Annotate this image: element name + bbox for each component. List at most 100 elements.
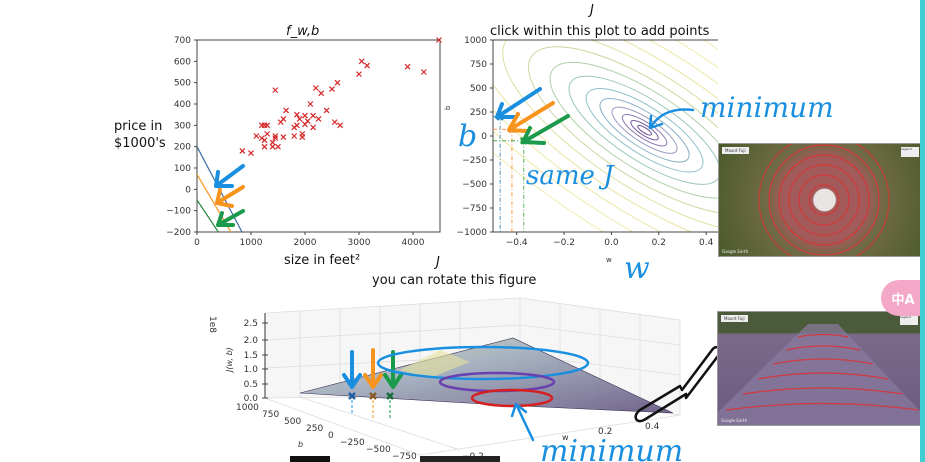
contour-y-ticks: 1000 750 500 250 0 −250 −500 −750 −1000 (457, 36, 493, 238)
data-point (364, 62, 371, 69)
y-tick-label: −250 (462, 156, 487, 166)
z-tick-label: 1.0 (244, 365, 259, 375)
z-label: J(w, b) (225, 347, 234, 374)
contour-top-label: J (587, 3, 594, 18)
red-contour-loop (470, 388, 554, 408)
data-point (264, 130, 271, 137)
blue-arrow-contour (495, 87, 542, 119)
y-tick-label: 500 (470, 84, 487, 94)
surface-plot[interactable]: J you can rotate this figure 2.5 2.0 1.5 1.… (207, 255, 681, 462)
b-tick-label: −750 (392, 452, 417, 462)
data-point (239, 148, 246, 154)
w-tick-label: 0.4 (645, 422, 660, 432)
contour-level (585, 87, 704, 173)
x-tick-label: 2000 (294, 238, 317, 248)
data-point (272, 87, 279, 94)
orange-arrow-surface (363, 348, 383, 389)
hand-annotations (214, 87, 721, 442)
z-scale: 1e8 (207, 316, 217, 333)
data-point (404, 63, 411, 70)
z-tick-label: 1.5 (244, 351, 258, 361)
surface-top-label: J (433, 255, 440, 270)
blue-arrow-scatter (214, 164, 245, 188)
minimum-arrow-top (648, 108, 695, 130)
photo-credit: Google Earth (721, 418, 748, 423)
translate-button[interactable]: 中A (881, 280, 925, 316)
contour-level (568, 75, 718, 185)
surface-title: you can rotate this figure (372, 273, 536, 288)
y-tick-label: 300 (174, 121, 191, 131)
b-tick-label: 500 (284, 417, 301, 427)
annotation-minimum-top: minimum (700, 91, 834, 124)
y-tick-label: −1000 (457, 228, 488, 238)
data-point (299, 134, 306, 140)
data-point (293, 122, 300, 129)
scatter-x-ticks: 0 1000 2000 3000 4000 (194, 232, 425, 248)
data-point (269, 143, 276, 150)
data-point (248, 150, 254, 156)
y-tick-label: 100 (174, 164, 191, 174)
w-tick-label: 0.2 (598, 427, 612, 437)
photo-caption: Mount Fuji (721, 315, 748, 322)
y-tick-label: 1000 (464, 36, 487, 46)
window-edge-bar (920, 0, 925, 462)
mount-fuji-top-photo: Mount Fuji Legend Google Earth (718, 143, 923, 257)
surface-yellow-patch (400, 350, 470, 378)
annotation-minimum-bottom: minimum (540, 434, 683, 462)
y-tick-label: 500 (174, 79, 191, 89)
contour-level (599, 98, 690, 163)
minimum-arrow-bottom (510, 402, 535, 442)
data-point (283, 107, 290, 114)
y-tick-label: 0 (185, 185, 191, 195)
data-point (435, 37, 442, 43)
data-point (261, 143, 268, 150)
data-point (334, 79, 341, 86)
data-point (312, 85, 319, 91)
y-tick-label: −500 (462, 180, 487, 190)
x-tick-label: 0.2 (652, 238, 666, 248)
surface-marked-points (348, 392, 394, 418)
green-arrow-surface (383, 350, 403, 389)
data-point (280, 134, 287, 140)
scatter-axes (196, 39, 441, 233)
annotation-same-j: same J (526, 161, 615, 191)
green-arrow-contour (521, 114, 570, 145)
z-tick-label: 0.0 (244, 394, 259, 404)
contour-level (493, 40, 718, 232)
data-point (323, 107, 330, 114)
x-tick-label: 1000 (240, 238, 263, 248)
photo-legend: Legend (900, 315, 918, 325)
contour-title: click within this plot to add points (490, 24, 710, 39)
photo-caption: Mount Fuji (722, 147, 749, 154)
data-point (296, 116, 303, 122)
data-point (329, 86, 335, 92)
contour-xlabel: w (606, 256, 612, 264)
data-point (280, 116, 287, 122)
y-tick-label: 0 (481, 132, 487, 142)
photo-credit: Google Earth (722, 249, 749, 254)
y-tick-label: −100 (166, 207, 191, 217)
data-point (356, 71, 362, 78)
mount-fuji-bottom-photo: Mount Fuji Legend Google Earth (717, 311, 922, 426)
x-tick-label: 0.4 (699, 238, 714, 248)
data-point (420, 69, 427, 75)
contour-level (493, 40, 718, 232)
scatter-title: f_w,b (286, 24, 319, 39)
contour-level (621, 114, 668, 147)
blue-arrow-surface (342, 350, 362, 389)
data-point (302, 112, 308, 119)
data-point (275, 143, 281, 150)
data-point (304, 118, 311, 124)
scatter-xlabel: size in feet² (284, 253, 360, 268)
w-axis-label: w (562, 433, 569, 442)
data-point (318, 90, 325, 97)
y-tick-label: −750 (462, 204, 487, 214)
data-point (272, 133, 279, 139)
scatter-points (239, 37, 442, 156)
bottom-toolbar-fragment (290, 456, 500, 462)
z-tick-label: 2.0 (244, 336, 259, 346)
data-point (331, 119, 338, 126)
